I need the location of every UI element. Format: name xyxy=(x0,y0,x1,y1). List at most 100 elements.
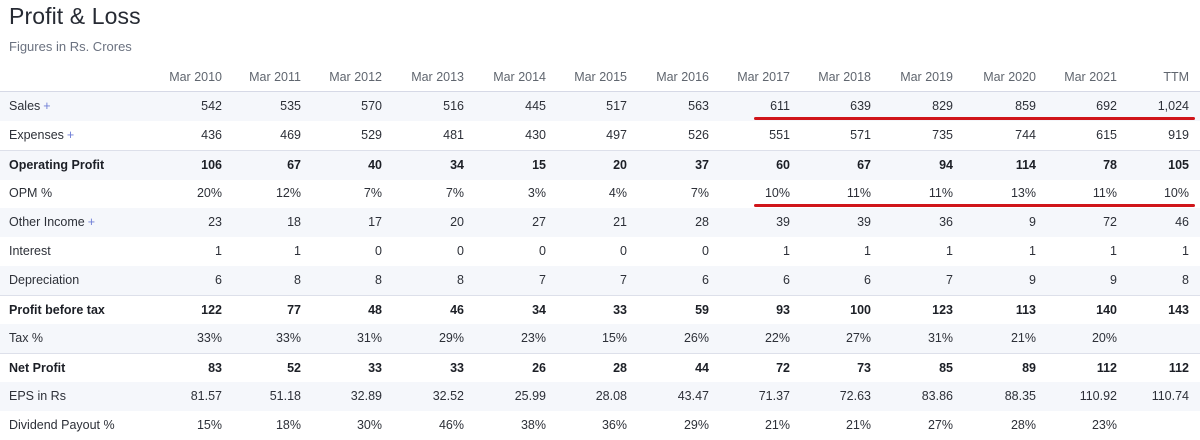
table-cell: 83 xyxy=(208,361,222,375)
table-cell: 551 xyxy=(769,128,790,142)
row-label: Net Profit xyxy=(9,361,65,375)
row-label: Profit before tax xyxy=(9,303,105,317)
table-cell: 78 xyxy=(1103,158,1117,172)
table-cell: 8 xyxy=(294,273,301,287)
column-header-mar-2019: Mar 2019 xyxy=(900,70,953,84)
table-cell: 52 xyxy=(287,361,301,375)
table-cell: 1 xyxy=(864,244,871,258)
table-row-dividend-payout: Dividend Payout % 15% 18% 30% 46% 38% 36% 29% 21… xyxy=(0,411,1200,440)
table-cell: 106 xyxy=(201,158,222,172)
table-cell: 11% xyxy=(928,186,953,200)
table-row-sales[interactable]: Sales +542 535 570 516 445 517 563 611 639 829 859 6… xyxy=(0,92,1200,121)
table-cell: 59 xyxy=(695,303,709,317)
table-cell: 6 xyxy=(783,273,790,287)
table-cell: 81.57 xyxy=(190,389,222,403)
table-cell: 1 xyxy=(946,244,953,258)
row-label: Interest xyxy=(9,244,51,258)
table-cell: 26 xyxy=(532,361,546,375)
table-cell: 77 xyxy=(287,303,301,317)
table-cell: 1 xyxy=(1110,244,1117,258)
table-cell: 33 xyxy=(613,303,627,317)
table-cell: 11% xyxy=(1092,186,1117,200)
table-row-other-income[interactable]: Other Income +23 18 17 20 27 21 28 39 39 36 9 72 46 xyxy=(0,208,1200,237)
table-cell: 28.08 xyxy=(595,389,627,403)
table-cell: 83.86 xyxy=(921,389,953,403)
table-cell: 28% xyxy=(1010,418,1036,432)
table-cell: 18% xyxy=(275,418,301,432)
table-cell: 36 xyxy=(939,215,953,229)
table-cell: 33% xyxy=(275,331,301,345)
table-row-operating-profit: Operating Profit 106 67 40 34 15 20 37 60 67 94 114… xyxy=(0,150,1200,180)
table-cell: 140 xyxy=(1096,303,1117,317)
table-cell: 0 xyxy=(457,244,464,258)
table-cell: 1 xyxy=(1182,244,1189,258)
table-row-depreciation: Depreciation 6 8 8 8 7 7 6 6 6 7 9 9 8 xyxy=(0,266,1200,295)
table-cell: 40 xyxy=(368,158,382,172)
table-cell: 23 xyxy=(208,215,222,229)
table-cell: 7% xyxy=(445,186,464,200)
table-cell: 18 xyxy=(287,215,301,229)
table-cell: 67 xyxy=(857,158,871,172)
row-label: EPS in Rs xyxy=(9,389,66,403)
table-cell: 20 xyxy=(613,158,627,172)
table-cell: 123 xyxy=(932,303,953,317)
row-label-text: Profit before tax xyxy=(9,303,105,317)
table-cell: 6 xyxy=(215,273,222,287)
row-label-text: OPM % xyxy=(9,186,53,200)
table-cell: 430 xyxy=(525,128,546,142)
table-cell: 85 xyxy=(939,361,953,375)
row-label[interactable]: Sales + xyxy=(9,99,51,113)
table-cell: 29% xyxy=(438,331,464,345)
table-cell: 39 xyxy=(776,215,790,229)
row-label[interactable]: Other Income + xyxy=(9,215,95,229)
table-cell: 542 xyxy=(201,99,222,113)
table-cell: 529 xyxy=(361,128,382,142)
expand-plus-icon[interactable]: + xyxy=(43,99,51,113)
table-cell: 31% xyxy=(356,331,382,345)
table-cell: 12% xyxy=(275,186,301,200)
expand-plus-icon[interactable]: + xyxy=(66,128,75,142)
table-cell: 72.63 xyxy=(839,389,871,403)
page-subtitle: Figures in Rs. Crores xyxy=(9,39,132,54)
table-cell: 33 xyxy=(450,361,464,375)
table-cell: 7% xyxy=(690,186,709,200)
row-label[interactable]: Expenses + xyxy=(9,128,74,142)
row-label-text: Tax % xyxy=(9,331,44,345)
table-cell: 88.35 xyxy=(1004,389,1036,403)
table-cell: 21 xyxy=(613,215,627,229)
table-cell: 110.74 xyxy=(1151,389,1189,403)
table-cell: 23% xyxy=(1091,418,1117,432)
row-label-text: Expenses xyxy=(9,128,64,142)
column-header-mar-2011: Mar 2011 xyxy=(249,70,301,84)
table-cell: 29% xyxy=(683,418,709,432)
expand-plus-icon[interactable]: + xyxy=(87,215,96,229)
column-header-mar-2015: Mar 2015 xyxy=(574,70,627,84)
table-cell: 4% xyxy=(608,186,627,200)
table-cell: 829 xyxy=(932,99,953,113)
table-cell: 27 xyxy=(532,215,546,229)
table-cell: 7 xyxy=(539,273,546,287)
table-cell: 22% xyxy=(764,331,790,345)
table-cell: 497 xyxy=(606,128,627,142)
table-cell: 535 xyxy=(280,99,301,113)
table-cell: 46 xyxy=(1175,215,1189,229)
table-cell: 100 xyxy=(850,303,871,317)
table-cell: 1 xyxy=(215,244,222,258)
table-row-opm: OPM % 20% 12% 7% 7% 3% 4% 7% 10% 11% 11% 13% 11% 10% xyxy=(0,179,1200,208)
row-label-text: Depreciation xyxy=(9,273,80,287)
table-cell: 0 xyxy=(702,244,709,258)
table-cell: 60 xyxy=(776,158,790,172)
table-cell: 481 xyxy=(443,128,464,142)
table-cell: 114 xyxy=(1015,158,1036,172)
table-row-expenses[interactable]: Expenses +436 469 529 481 430 497 526 551 571 735 7… xyxy=(0,121,1200,150)
table-cell: 89 xyxy=(1022,361,1036,375)
table-cell: 615 xyxy=(1096,128,1117,142)
table-cell: 25.99 xyxy=(514,389,546,403)
row-label: Depreciation xyxy=(9,273,79,287)
table-cell: 1 xyxy=(294,244,301,258)
table-cell: 33 xyxy=(368,361,382,375)
table-cell: 7 xyxy=(946,273,953,287)
column-header-mar-2016: Mar 2016 xyxy=(656,70,709,84)
table-cell: 563 xyxy=(688,99,709,113)
row-label-text: Interest xyxy=(9,244,51,258)
